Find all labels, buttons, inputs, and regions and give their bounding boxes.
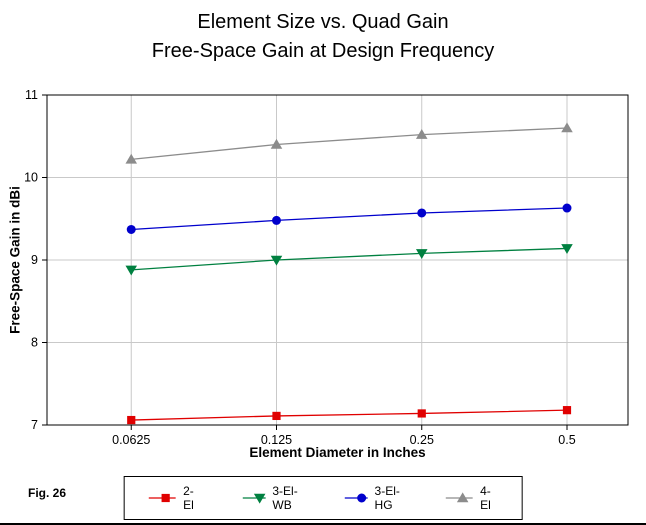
svg-text:10: 10 bbox=[24, 171, 38, 185]
svg-text:11: 11 bbox=[25, 88, 38, 102]
legend-marker-2-el-icon bbox=[148, 493, 177, 503]
svg-text:0.125: 0.125 bbox=[261, 433, 292, 447]
legend-label-3-el-wb: 3-El-WB bbox=[272, 484, 298, 512]
legend: 2-El 3-El-WB 3-El-HG 4-El bbox=[123, 476, 523, 520]
svg-text:0.25: 0.25 bbox=[410, 433, 434, 447]
legend-label-2-el: 2-El bbox=[183, 484, 194, 512]
svg-text:9: 9 bbox=[31, 253, 38, 267]
legend-item-2-el: 2-El bbox=[148, 484, 201, 512]
svg-text:7: 7 bbox=[31, 418, 38, 432]
svg-text:0.5: 0.5 bbox=[558, 433, 575, 447]
chart-title: Element Size vs. Quad Gain Free-Space Ga… bbox=[0, 8, 646, 66]
svg-text:8: 8 bbox=[31, 336, 38, 350]
legend-marker-3-el-hg-icon bbox=[344, 493, 368, 503]
chart-plot: 7 8 9 10 11 0.0625 0.125 0.25 0.5 bbox=[24, 88, 629, 447]
figure-number: Fig. 26 bbox=[28, 486, 67, 500]
legend-item-3-el-hg: 3-El-HG bbox=[344, 484, 404, 512]
y-axis-label: Free-Space Gain in dBi bbox=[7, 186, 23, 334]
legend-item-3-el-wb: 3-El-WB bbox=[242, 484, 302, 512]
legend-item-4-el: 4-El bbox=[445, 484, 498, 512]
chart-title-line1: Element Size vs. Quad Gain bbox=[197, 11, 449, 33]
x-axis-label: Element Diameter in Inches bbox=[249, 445, 426, 460]
legend-label-3-el-hg: 3-El-HG bbox=[374, 484, 400, 512]
legend-marker-3-el-wb-icon bbox=[242, 493, 266, 504]
legend-marker-4-el-icon bbox=[445, 492, 474, 503]
svg-text:0.0625: 0.0625 bbox=[112, 433, 150, 447]
chart-title-line2: Free-Space Gain at Design Frequency bbox=[151, 40, 495, 62]
legend-label-4-el: 4-El bbox=[480, 484, 491, 512]
